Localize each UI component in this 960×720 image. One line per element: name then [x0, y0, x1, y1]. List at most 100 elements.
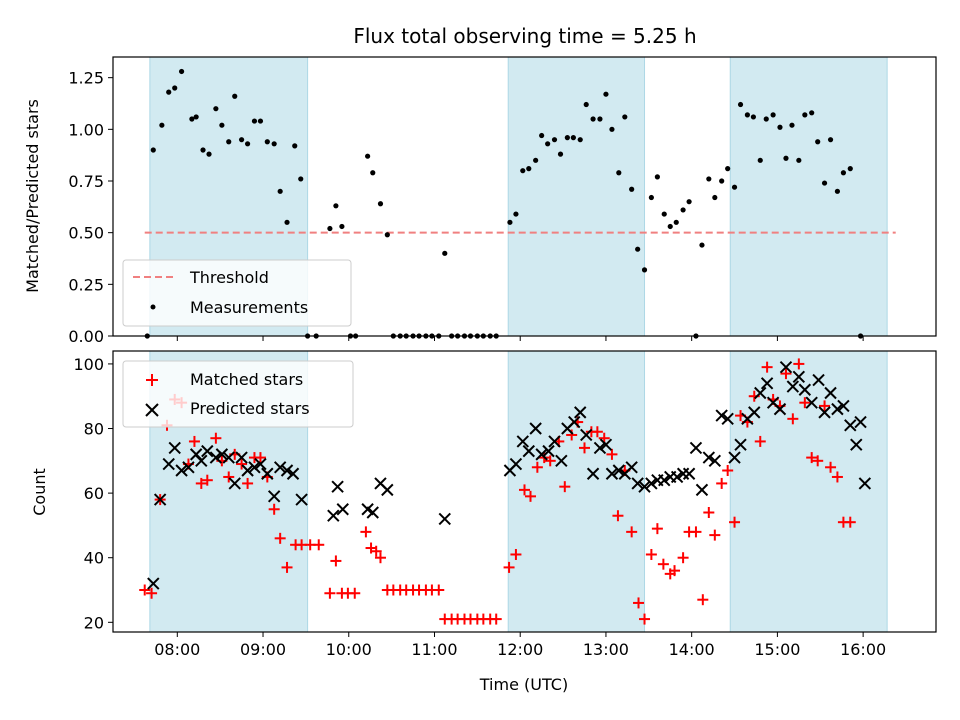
predicted-star-point: [858, 477, 872, 490]
predicted-star-point: [235, 451, 248, 464]
predicted-star-point: [331, 480, 344, 493]
bottom-y-tick-label: 40: [84, 549, 104, 568]
predicted-star-point: [824, 386, 837, 400]
predicted-star-point: [605, 467, 619, 480]
measurement-point: [533, 157, 539, 163]
measurement-point: [840, 170, 847, 176]
predicted-star-point: [267, 490, 281, 503]
predicted-star-point: [336, 503, 349, 516]
matched-star-point: [490, 613, 502, 625]
measurement-point: [737, 101, 744, 108]
matched-star-point: [201, 474, 213, 486]
chart-title: Flux total observing time = 5.25 h: [353, 24, 696, 48]
matched-star-point: [606, 448, 618, 460]
measurement-point: [609, 126, 615, 132]
measurement-point: [847, 166, 853, 172]
measurement-point: [238, 137, 245, 143]
measurement-point: [570, 135, 576, 141]
predicted-star-point: [792, 370, 806, 384]
matched-star-point: [793, 358, 805, 370]
matched-star-point: [591, 426, 603, 438]
measurement-point: [699, 242, 705, 248]
measurement-point: [264, 139, 270, 145]
measurement-point: [757, 157, 763, 163]
predicted-star-point: [548, 435, 561, 448]
measurement-point: [384, 232, 390, 238]
matched-star-point: [210, 432, 222, 444]
measurement-point: [686, 199, 692, 205]
predicted-star-point: [222, 451, 235, 464]
legend-matched-swatch: [146, 374, 158, 386]
measurement-point: [834, 188, 841, 194]
measurement-point: [770, 112, 776, 118]
measurement-point: [712, 194, 718, 201]
matched-star-point: [677, 552, 689, 564]
matched-star-point: [754, 435, 766, 447]
matched-star-point: [806, 452, 818, 464]
predicted-star-point: [798, 383, 812, 396]
measurement-point: [377, 201, 384, 207]
predicted-star-point: [599, 438, 613, 451]
measurement-point: [597, 116, 603, 122]
bottom-panel: 20 40 60 80 100 08:00 09:00 10:00 11:00 12:00 13:…: [30, 350, 937, 694]
measurement-point: [277, 188, 283, 194]
matched-star-point: [313, 539, 325, 551]
predicted-star-point: [182, 461, 195, 474]
matched-star-point: [330, 555, 342, 567]
matched-star-point: [787, 413, 799, 425]
matched-star-point: [612, 510, 624, 522]
predicted-star-point: [147, 577, 160, 590]
matched-star-point: [370, 545, 382, 557]
matched-star-point: [761, 361, 773, 373]
measurement-point: [821, 180, 828, 186]
predicted-star-point: [779, 360, 793, 374]
matched-star-point: [633, 597, 645, 609]
predicted-star-point: [381, 483, 394, 497]
predicted-star-point: [327, 509, 340, 522]
predicted-star-point: [638, 480, 651, 493]
predicted-star-point: [831, 402, 844, 416]
matched-star-point: [812, 455, 824, 467]
x-tick-label: 15:00: [754, 640, 800, 659]
predicted-star-point: [854, 415, 867, 429]
predicted-star-point: [535, 448, 548, 461]
matched-star-point: [349, 587, 361, 599]
predicted-star-point: [261, 467, 274, 480]
measurement-point: [526, 166, 532, 172]
matched-star-point: [799, 397, 811, 409]
measurement-point: [706, 176, 712, 182]
measurement-point: [750, 114, 756, 120]
measurement-point: [539, 132, 545, 139]
predicted-star-point: [168, 441, 181, 455]
predicted-star-point: [612, 464, 626, 477]
predicted-star-point: [286, 467, 300, 480]
measurement-point: [244, 141, 251, 147]
measurement-point: [370, 170, 376, 176]
measurement-point: [150, 147, 156, 153]
top-y-axis: 0.00 0.25 0.50 0.75 1.00 1.25: [68, 69, 113, 346]
predicted-star-point: [754, 386, 767, 400]
top-y-axis-label: Matched/Predicted stars: [23, 99, 42, 293]
measurement-point: [365, 153, 371, 159]
measurement-point: [339, 223, 345, 230]
x-tick-label: 11:00: [411, 640, 457, 659]
matched-star-point: [651, 523, 663, 535]
measurement-point: [178, 68, 185, 75]
top-panel: 0.00 0.25 0.50 0.75 1.00 1.25 Matched/Predict…: [23, 56, 937, 346]
matched-star-point: [729, 516, 741, 528]
predicted-star-point: [574, 406, 587, 419]
x-tick-label: 13:00: [583, 640, 629, 659]
predicted-star-point: [516, 435, 529, 448]
measurement-point: [557, 151, 564, 157]
matched-star-point: [825, 461, 837, 473]
predicted-star-point: [254, 457, 267, 471]
matched-star-point: [510, 548, 522, 560]
predicted-star-point: [228, 477, 241, 490]
top-shaded-intervals: [149, 56, 888, 337]
measurement-point: [545, 141, 551, 147]
matched-star-point: [697, 594, 709, 606]
predicted-star-point: [721, 412, 734, 426]
predicted-star-point: [529, 422, 542, 435]
top-shaded-interval: [507, 56, 646, 337]
matched-star-point: [722, 465, 734, 477]
